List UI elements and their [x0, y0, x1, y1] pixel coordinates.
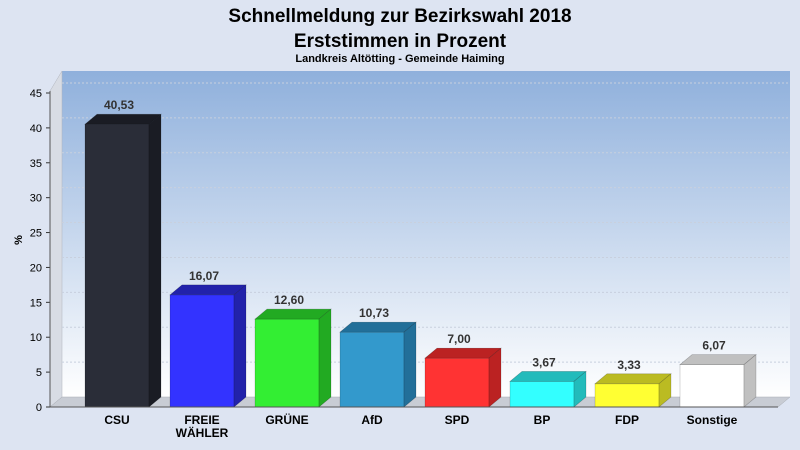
bar-front [339, 331, 405, 408]
y-tick-label: 0 [36, 402, 42, 414]
bar-value-label: 16,07 [189, 269, 219, 283]
bar-side [658, 373, 672, 408]
x-tick-label: FDP [615, 413, 639, 427]
chart-title-line-2: Erststimmen in Prozent [293, 31, 507, 52]
bar-top [509, 371, 587, 382]
bar-front [594, 383, 660, 408]
y-tick-label: 10 [30, 332, 42, 344]
bar-top [84, 113, 162, 125]
bar-front [169, 294, 235, 408]
bar-top [339, 321, 417, 333]
chart-title: Schnellmeldung zur Bezirkswahl 2018 Erst… [0, 4, 800, 54]
bar-5: 3,67 [509, 355, 587, 408]
y-tick-label: 30 [30, 193, 42, 205]
bar-2: 12,60 [254, 293, 332, 408]
bar-value-label: 12,60 [274, 293, 304, 307]
bar-value-label: 10,73 [359, 306, 389, 320]
bar-side [403, 321, 417, 408]
bar-value-label: 3,67 [532, 355, 556, 369]
bar-value-label: 3,33 [617, 358, 641, 372]
bar-0: 40,53 [84, 98, 162, 408]
bar-6: 3,33 [594, 358, 672, 408]
chart-title-line-1: Schnellmeldung zur Bezirkswahl 2018 [228, 6, 572, 27]
bar-3: 10,73 [339, 306, 417, 408]
bar-front [509, 381, 575, 408]
x-tick-label: SPD [445, 413, 470, 427]
y-axis: 0 5 10 15 20 25 30 35 40 45% [13, 88, 51, 414]
bar-top [169, 284, 247, 296]
x-tick-label: FREIE [184, 413, 219, 427]
bar-7: 6,07 [679, 339, 757, 408]
bar-front [84, 123, 150, 408]
plot-left-wall [49, 70, 63, 408]
bar-side [573, 370, 587, 408]
x-tick-label: WÄHLER [176, 425, 229, 440]
bar-front [424, 357, 490, 408]
bar-1: 16,07 [169, 269, 247, 408]
bar-top [679, 354, 757, 365]
bar-side [488, 347, 502, 408]
bar-top [594, 373, 672, 385]
bar-front [254, 318, 320, 408]
x-tick-label: AfD [361, 413, 383, 427]
bar-side [148, 113, 162, 408]
chart-subtitle: Landkreis Altötting - Gemeinde Haiming [295, 53, 505, 65]
bar-side [743, 354, 757, 408]
bars: 40,53 16,07 12,60 10,73 7,00 3,67 3,33 6,07 [84, 98, 757, 408]
bar-front [679, 364, 745, 408]
y-tick-label: 15 [30, 297, 42, 309]
bar-4: 7,00 [424, 332, 502, 408]
x-tick-label: Sonstige [687, 413, 738, 427]
bar-top [424, 347, 502, 359]
plot-floor [49, 396, 791, 408]
y-tick-label: 5 [36, 367, 42, 379]
bar-value-label: 7,00 [447, 332, 471, 346]
y-tick-label: 25 [30, 228, 42, 240]
y-axis-label: % [13, 235, 25, 245]
y-tick-label: 45 [30, 88, 42, 100]
x-tick-label: GRÜNE [265, 412, 308, 427]
y-tick-label: 40 [30, 123, 42, 135]
y-tick-label: 35 [30, 158, 42, 170]
bar-side [233, 284, 247, 408]
bar-top [254, 308, 332, 320]
bar-value-label: 6,07 [702, 339, 726, 353]
bar-side [318, 308, 332, 408]
x-tick-label: CSU [104, 413, 129, 427]
y-tick-label: 20 [30, 262, 42, 274]
bar-value-label: 40,53 [104, 98, 134, 112]
x-tick-label: BP [534, 413, 551, 427]
